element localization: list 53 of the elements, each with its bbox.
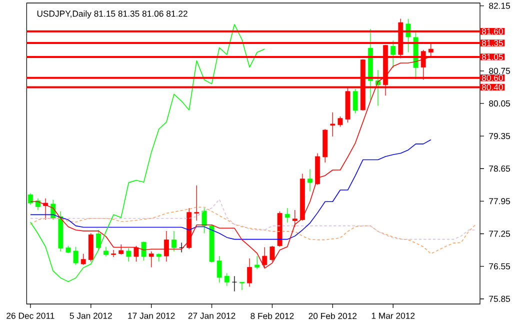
x-tick-label: 27 Jan 2012 — [188, 312, 236, 319]
ref-line-label: 80.60 — [482, 74, 503, 81]
ref-line-label: 81.60 — [482, 28, 503, 34]
candlestick — [73, 246, 78, 266]
candlestick — [104, 246, 108, 257]
candlestick — [80, 253, 86, 266]
candlestick — [232, 276, 237, 292]
y-tick-label: 77.95 — [489, 198, 510, 204]
text: USDJPY,Daily 81.15 81.35 81.06 81.22 — [37, 10, 188, 18]
candlestick — [202, 208, 207, 234]
ref-line-label: 81.05 — [482, 54, 503, 60]
candlestick — [134, 245, 139, 262]
candlestick — [247, 258, 252, 288]
candlestick — [172, 230, 176, 252]
x-tick-label: 1 Mar 2012 — [372, 312, 415, 319]
candlestick — [148, 251, 154, 268]
y-tick-label: 79.35 — [489, 132, 510, 140]
candlestick — [352, 88, 358, 114]
x-tick-label: 8 Feb 2012 — [250, 312, 294, 320]
x-tick-label: 5 Jan 2012 — [70, 312, 112, 319]
y-tick-label: 75.85 — [489, 296, 510, 302]
y-tick-label: 80.75 — [489, 68, 510, 74]
candlestick — [216, 256, 222, 283]
candlestick — [118, 244, 124, 256]
candlestick — [240, 282, 244, 290]
candlestick — [270, 245, 275, 262]
candlestick — [164, 230, 169, 262]
x-tick-label: 26 Dec 2011 — [6, 312, 54, 319]
candlestick — [28, 192, 33, 206]
candlestick — [224, 272, 230, 286]
x-tick-label: 20 Feb 2012 — [308, 312, 357, 320]
candlestick — [194, 185, 200, 222]
candlestick — [292, 210, 298, 228]
y-tick-label: 77.25 — [489, 230, 510, 237]
candlestick — [126, 248, 132, 262]
candlestick — [390, 40, 396, 68]
candlestick — [254, 256, 260, 270]
candlestick — [141, 241, 146, 262]
ref-line-label: 81.35 — [482, 40, 503, 46]
candlestick — [308, 168, 312, 192]
y-tick-label: 82.15 — [489, 2, 510, 9]
candlestick — [96, 230, 101, 250]
ref-line-label: 80.40 — [482, 84, 503, 90]
y-tick-label: 80.05 — [489, 100, 510, 107]
y-tick-label: 76.55 — [489, 263, 510, 270]
candlestick — [338, 116, 343, 128]
candlestick — [179, 242, 184, 253]
y-tick-label: 78.65 — [489, 166, 510, 172]
candlestick — [330, 112, 336, 137]
line-series — [30, 24, 266, 282]
x-tick-label: 17 Jan 2012 — [128, 312, 175, 319]
candlestick — [111, 250, 116, 258]
candlestick — [284, 208, 290, 223]
